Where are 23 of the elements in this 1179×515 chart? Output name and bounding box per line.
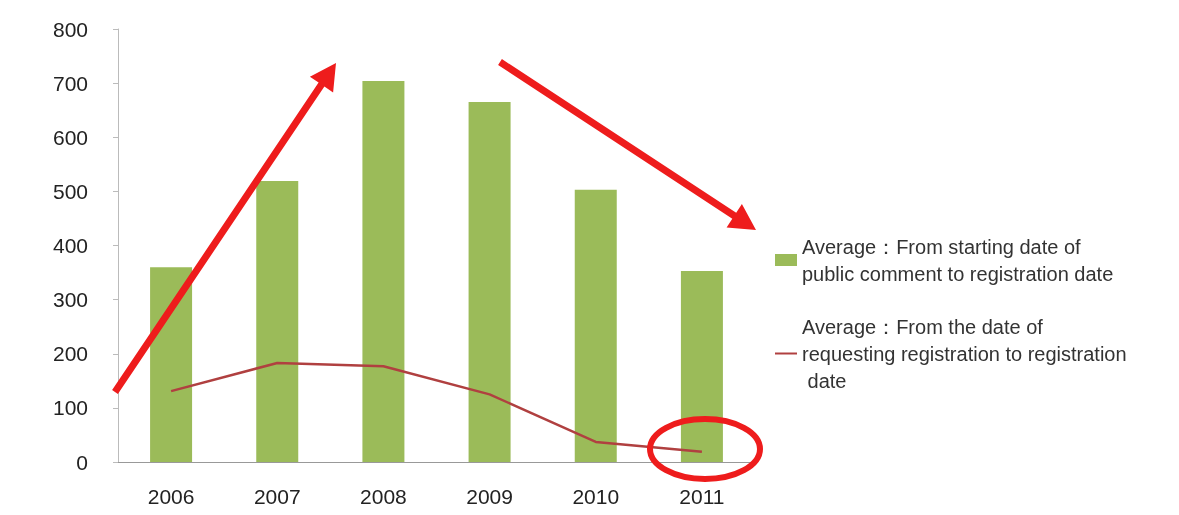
x-tick-label: 2009 [466, 485, 513, 508]
bar [150, 267, 193, 462]
x-tick-label: 2006 [147, 485, 195, 508]
y-tick-label: 400 [52, 234, 88, 257]
bar [256, 181, 299, 462]
x-tick-label: 2007 [253, 485, 301, 508]
x-tick-label: 2010 [572, 485, 620, 508]
y-tick-label: 700 [52, 71, 88, 95]
bar [468, 102, 511, 462]
line-series [169, 361, 704, 453]
y-tick-label: 0 [76, 450, 88, 474]
y-tick-label: 300 [52, 288, 88, 312]
x-tick-label: 2011 [679, 485, 725, 508]
legend-label: Average：From starting date of public comment to registration date [802, 235, 1114, 285]
y-tick-label: 800 [52, 17, 88, 41]
y-tick-label: 500 [52, 179, 88, 203]
y-tick-label: 200 [52, 342, 88, 366]
x-tick-label: 2008 [360, 485, 407, 508]
bar [574, 189, 617, 462]
y-tick-label: 100 [52, 396, 88, 420]
legend-label: Average：From the date of requesting registration to registration date [802, 315, 1127, 392]
y-tick-label: 600 [52, 125, 88, 149]
bar [362, 80, 405, 462]
